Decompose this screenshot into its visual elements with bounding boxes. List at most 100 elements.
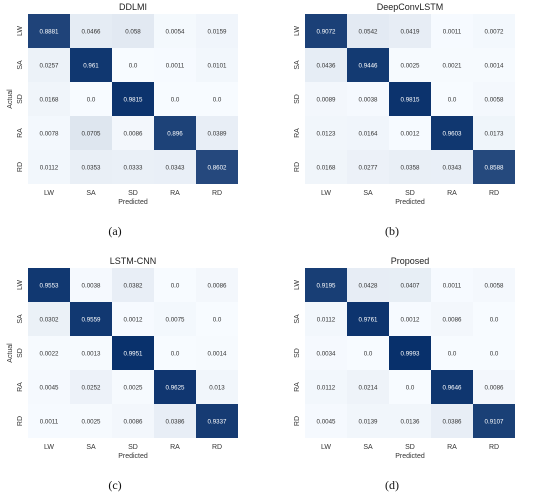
- x-tick-label: RD: [489, 190, 499, 197]
- y-tick-label: SD: [294, 348, 301, 358]
- matrix-cell: [305, 268, 347, 302]
- matrix-cell: [473, 268, 515, 302]
- cell-value-label: 0.0054: [166, 29, 185, 36]
- cell-value-label: 0.0164: [359, 131, 378, 138]
- matrix-cell: [28, 150, 70, 184]
- cell-value-label: 0.9761: [359, 317, 378, 324]
- matrix-cell: [112, 404, 154, 438]
- cell-value-label: 0.0011: [443, 29, 462, 36]
- y-tick-label: RD: [17, 416, 24, 426]
- cell-value-label: 0.0277: [359, 165, 378, 172]
- cell-value-label: 0.8881: [40, 29, 59, 36]
- cell-value-label: 0.0101: [208, 63, 227, 70]
- x-axis-label: Predicted: [395, 199, 425, 206]
- cell-value-label: 0.0343: [443, 165, 462, 172]
- y-tick-label: LW: [294, 26, 301, 36]
- x-tick-label: RD: [212, 190, 222, 197]
- matrix-cell: [305, 14, 347, 48]
- matrix-cell: [154, 370, 196, 404]
- cell-value-label: 0.9625: [166, 385, 185, 392]
- x-tick-label: SA: [86, 444, 96, 451]
- matrix-cell: [431, 14, 473, 48]
- matrix-cell: [305, 336, 347, 370]
- y-tick-label: SD: [17, 348, 24, 358]
- cell-value-label: 0.9072: [317, 29, 336, 36]
- cell-value-label: 0.0386: [166, 419, 185, 426]
- cell-value-label: 0.961: [83, 63, 99, 70]
- matrix-cell: [389, 370, 431, 404]
- cell-value-label: 0.9815: [124, 97, 143, 104]
- cell-value-label: 0.0078: [40, 131, 59, 138]
- matrix-cell: [473, 370, 515, 404]
- y-tick-label: RA: [294, 382, 301, 392]
- matrix-cell: [347, 404, 389, 438]
- matrix-cell: [473, 116, 515, 150]
- x-axis-label: Predicted: [118, 453, 148, 460]
- matrix-cell: [347, 48, 389, 82]
- cell-value-label: 0.0012: [401, 317, 420, 324]
- cell-value-label: 0.0086: [124, 419, 143, 426]
- cell-value-label: 0.0025: [124, 385, 143, 392]
- cell-value-label: 0.0012: [401, 131, 420, 138]
- cell-value-label: 0.9603: [443, 131, 462, 138]
- matrix-cell: [70, 268, 112, 302]
- matrix-cell: [112, 48, 154, 82]
- matrix-cell: [112, 150, 154, 184]
- cell-value-label: 0.0257: [40, 63, 59, 70]
- cell-value-label: 0.0419: [401, 29, 420, 36]
- cell-value-label: 0.0343: [166, 165, 185, 172]
- cell-value-label: 0.0086: [443, 317, 462, 324]
- cell-value-label: 0.0428: [359, 283, 378, 290]
- matrix-cell: [347, 268, 389, 302]
- cell-value-label: 0.0058: [485, 97, 504, 104]
- matrix-cell: [305, 116, 347, 150]
- matrix-title: DDLMI: [119, 2, 147, 12]
- cell-value-label: 0.0112: [40, 165, 59, 172]
- matrix-cell: [28, 268, 70, 302]
- cell-value-label: 0.0011: [166, 63, 185, 70]
- cell-value-label: 0.0: [213, 97, 222, 104]
- matrix-cell: [389, 404, 431, 438]
- y-tick-label: LW: [294, 280, 301, 290]
- matrix-cell: [112, 370, 154, 404]
- y-axis-label: Actual: [7, 343, 14, 363]
- confusion-matrix-1: DDLMI 0.8881 0.0466 0.058 0.0054 0.0159 0.0257…: [7, 2, 238, 206]
- y-tick-label: RA: [17, 128, 24, 138]
- y-tick-label: RD: [294, 416, 301, 426]
- matrix-cell: [431, 48, 473, 82]
- matrix-cell: [28, 302, 70, 336]
- x-tick-label: LW: [321, 190, 331, 197]
- matrix-cell: [473, 336, 515, 370]
- matrix-cell: [196, 14, 238, 48]
- cell-value-label: 0.013: [209, 385, 225, 392]
- cell-value-label: 0.9107: [485, 419, 504, 426]
- matrix-title: DeepConvLSTM: [377, 2, 444, 12]
- y-tick-label: LW: [17, 26, 24, 36]
- cell-value-label: 0.9993: [401, 351, 420, 358]
- matrix-cell: [112, 14, 154, 48]
- matrix-cell: [154, 14, 196, 48]
- cell-value-label: 0.0: [448, 351, 457, 358]
- matrix-title: LSTM-CNN: [110, 256, 157, 266]
- cell-value-label: 0.058: [125, 29, 141, 36]
- matrix-cell: [196, 48, 238, 82]
- x-tick-label: RD: [489, 444, 499, 451]
- matrix-cell: [154, 336, 196, 370]
- cell-value-label: 0.0173: [485, 131, 504, 138]
- matrix-cell: [389, 116, 431, 150]
- x-tick-label: LW: [44, 444, 54, 451]
- matrix-cell: [473, 302, 515, 336]
- matrix-cell: [112, 336, 154, 370]
- matrix-cell: [305, 48, 347, 82]
- cell-value-label: 0.0358: [401, 165, 420, 172]
- matrix-cell: [28, 116, 70, 150]
- cell-value-label: 0.0086: [124, 131, 143, 138]
- matrix-cell: [347, 150, 389, 184]
- x-tick-label: SD: [405, 190, 415, 197]
- y-tick-label: SA: [17, 314, 24, 324]
- matrix-cell: [154, 404, 196, 438]
- matrix-cell: [70, 116, 112, 150]
- matrix-cell: [28, 336, 70, 370]
- cell-value-label: 0.0038: [82, 283, 101, 290]
- y-tick-label: SA: [17, 60, 24, 70]
